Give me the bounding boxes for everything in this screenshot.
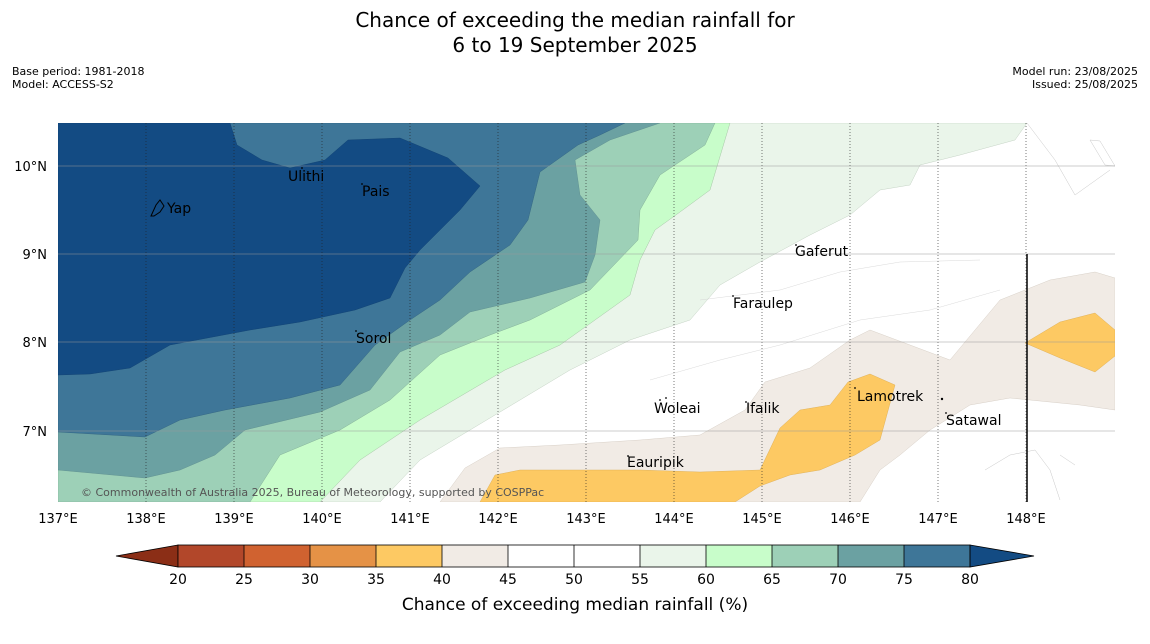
- issued-text: Issued: 25/08/2025: [1031, 78, 1138, 91]
- colorbar-swatch-75-80: [904, 545, 970, 567]
- model-name-text: Model: ACCESS-S2: [12, 78, 114, 91]
- base-period-text: Base period: 1981-2018: [12, 65, 145, 78]
- colorbar-tick-35: 35: [367, 572, 385, 588]
- place-label-ifalik: Ifalik: [746, 401, 780, 417]
- colorbar-swatch-20-25: [178, 545, 244, 567]
- place-label-lamotrek: Lamotrek: [857, 389, 924, 405]
- place-label-gaferut: Gaferut: [795, 244, 849, 260]
- place-label-eauripik: Eauripik: [627, 455, 685, 471]
- colorbar-swatch-35-40: [376, 545, 442, 567]
- colorbar-tick-25: 25: [235, 572, 253, 588]
- lon-label-140e: 140°E: [302, 512, 342, 527]
- lon-label-137e: 137°E: [38, 512, 78, 527]
- lat-label-10n: 10°N: [14, 160, 47, 175]
- colorbar-low-extend: [115, 544, 179, 568]
- lat-label-9n: 9°N: [23, 248, 48, 263]
- place-label-pais: Pais: [362, 184, 390, 200]
- colorbar-swatch-65-70: [772, 545, 838, 567]
- map-title: Chance of exceeding the median rainfall …: [0, 8, 1150, 58]
- place-label-woleai: Woleai: [654, 401, 701, 417]
- colorbar-tick-20: 20: [169, 572, 187, 588]
- colorbar-tick-75: 75: [895, 572, 913, 588]
- colorbar: 20 25 30 35 40 45 50 55 60 65 70 75 80 C…: [115, 544, 1035, 615]
- colorbar-tick-80: 80: [961, 572, 979, 588]
- colorbar-tick-55: 55: [631, 572, 649, 588]
- lon-label-144e: 144°E: [654, 512, 694, 527]
- colorbar-tick-60: 60: [697, 572, 715, 588]
- colorbar-swatch-55-60: [640, 545, 706, 567]
- colorbar-label: Chance of exceeding median rainfall (%): [402, 595, 748, 615]
- title-line-2: 6 to 19 September 2025: [452, 33, 698, 57]
- colorbar-swatch-60-65: [706, 545, 772, 567]
- colorbar-tick-50: 50: [565, 572, 583, 588]
- place-label-faraulep: Faraulep: [733, 296, 793, 312]
- colorbar-high-extend: [969, 544, 1035, 568]
- place-label-ulithi: Ulithi: [288, 169, 324, 185]
- colorbar-tick-30: 30: [301, 572, 319, 588]
- place-label-satawal: Satawal: [946, 413, 1001, 429]
- place-label-yap: Yap: [166, 201, 191, 217]
- lon-label-139e: 139°E: [214, 512, 254, 527]
- colorbar-swatch-40-45: [442, 545, 508, 567]
- lon-label-142e: 142°E: [478, 512, 518, 527]
- island-markers: [301, 167, 947, 457]
- colorbar-tick-45: 45: [499, 572, 517, 588]
- colorbar-tick-40: 40: [433, 572, 451, 588]
- colorbar-swatch-25-30: [244, 545, 310, 567]
- lon-label-146e: 146°E: [830, 512, 870, 527]
- lon-label-148e: 148°E: [1006, 512, 1046, 527]
- lon-label-145e: 145°E: [742, 512, 782, 527]
- colorbar-tick-65: 65: [763, 572, 781, 588]
- model-info: Base period: 1981-2018 Model: ACCESS-S2: [12, 65, 144, 91]
- lat-label-7n: 7°N: [23, 425, 48, 440]
- model-run-text: Model run: 23/08/2025: [1012, 65, 1138, 78]
- lon-label-147e: 147°E: [918, 512, 958, 527]
- colorbar-swatch-45-50: [508, 545, 574, 567]
- lon-label-138e: 138°E: [126, 512, 166, 527]
- lat-label-8n: 8°N: [23, 336, 48, 351]
- lon-label-143e: 143°E: [566, 512, 606, 527]
- colorbar-swatch-70-75: [838, 545, 904, 567]
- run-info: Model run: 23/08/2025 Issued: 25/08/2025: [1012, 65, 1138, 91]
- graticule: [145, 123, 1027, 502]
- title-line-1: Chance of exceeding the median rainfall …: [355, 8, 795, 32]
- lon-label-141e: 141°E: [390, 512, 430, 527]
- contour-fill: [58, 123, 1115, 502]
- colorbar-swatch-30-35: [310, 545, 376, 567]
- yap-island-icon: [150, 199, 165, 217]
- colorbar-swatch-50-55: [574, 545, 640, 567]
- copyright-credit: © Commonwealth of Australia 2025, Bureau…: [81, 486, 544, 499]
- place-label-sorol: Sorol: [356, 331, 391, 347]
- colorbar-tick-70: 70: [829, 572, 847, 588]
